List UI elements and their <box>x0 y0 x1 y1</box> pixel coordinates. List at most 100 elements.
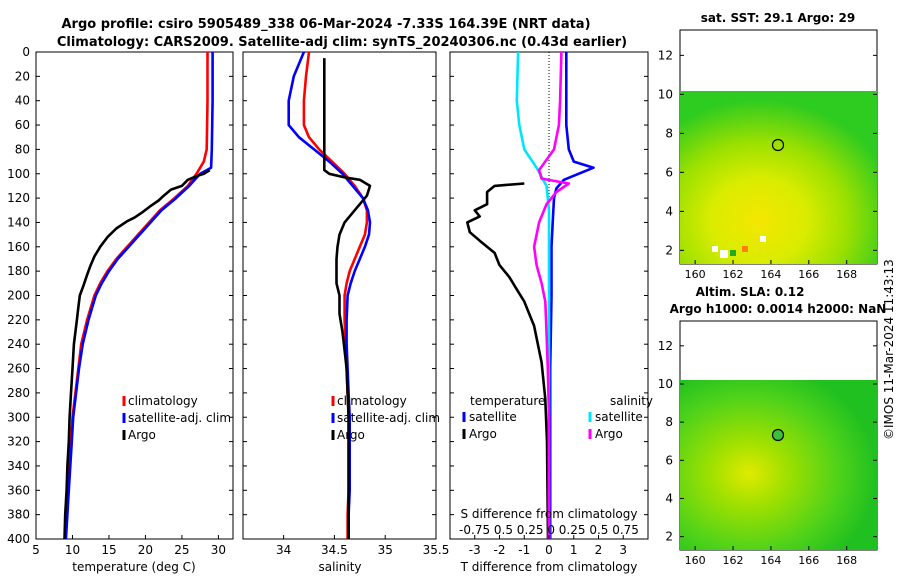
depth-tick-label: 80 <box>15 142 30 156</box>
x-tick-label: 34.5 <box>321 543 348 557</box>
difference-legend: temperature salinity satellite Argo sate… <box>462 394 653 441</box>
x-tick-label: 10 <box>65 543 80 557</box>
salinity-xlabel: salinity <box>318 560 361 574</box>
map-lon-tick-label: 164 <box>760 554 781 567</box>
map-lat-tick-label: 12 <box>658 339 673 353</box>
map-lon-tick-label: 168 <box>836 554 857 567</box>
sst-map-title: sat. SST: 29.1 Argo: 29 <box>701 11 855 25</box>
x-tick-label: 15 <box>101 543 116 557</box>
map-lat-tick-label: 4 <box>665 491 673 505</box>
sla-field <box>680 380 877 550</box>
depth-axis-ticks: 0 20 40 60 80 100 120 140 160 180 200 220 240 260 280 3… <box>7 45 648 546</box>
x-tick-label: 20 <box>138 543 153 557</box>
temperature-xlabel: temperature (deg C) <box>72 560 195 574</box>
x-tick-label: -3 <box>469 543 481 557</box>
legend-label-s-argo: Argo <box>595 427 623 441</box>
sst-anomaly-patch <box>730 250 736 256</box>
legend-label-climatology: climatology <box>337 394 407 408</box>
temperature-panel-frame <box>35 51 234 540</box>
x-tick-label: 2 <box>595 543 603 557</box>
x-axis-ticks: 5 10 15 20 25 30 34 34.5 35 35.5 -3 -2 -1 0 1 2 3 <box>32 535 627 557</box>
depth-tick-label: 300 <box>7 410 30 424</box>
legend-label-s-satellite: satellite <box>595 410 643 424</box>
map-lat-tick-label: 2 <box>665 530 673 544</box>
depth-tick-label: 20 <box>15 69 30 83</box>
map-lat-tick-label: 2 <box>665 243 673 257</box>
sla-map-subtitle: Argo h1000: 0.0014 h2000: NaN <box>670 302 887 316</box>
x-tick-label: 30 <box>211 543 226 557</box>
s-difference-label: S difference from climatology <box>461 507 638 521</box>
depth-tick-label: 260 <box>7 362 30 376</box>
legend-label-climatology: climatology <box>128 394 198 408</box>
salinity-legend: climatology satellite-adj. clim Argo <box>331 394 440 442</box>
map-lat-tick-label: 8 <box>665 126 673 140</box>
difference-xlabel: T difference from climatology <box>460 560 638 574</box>
x-tick-label: -1 <box>518 543 530 557</box>
legend-title-temperature: temperature <box>470 394 545 408</box>
map-lon-tick-label: 160 <box>685 268 706 281</box>
legend-label-satellite-adj: satellite-adj. clim <box>337 411 440 425</box>
legend-label-argo: Argo <box>337 428 365 442</box>
x-tick-label: 3 <box>619 543 627 557</box>
depth-tick-label: 320 <box>7 435 30 449</box>
sst-argo-marker <box>771 138 785 152</box>
figure-title-line1: Argo profile: csiro 5905489_338 06-Mar-2… <box>61 17 590 32</box>
depth-tick-label: 100 <box>7 167 30 181</box>
legend-label-t-argo: Argo <box>469 427 497 441</box>
legend-label-argo: Argo <box>128 428 156 442</box>
map-lat-tick-label: 6 <box>665 453 673 467</box>
depth-tick-label: 220 <box>7 313 30 327</box>
sst-anomaly-patch <box>742 246 748 252</box>
map-lon-tick-label: 166 <box>798 268 819 281</box>
depth-tick-label: 360 <box>7 483 30 497</box>
depth-tick-label: 140 <box>7 215 30 229</box>
x-tick-label: 34 <box>276 543 291 557</box>
sla-map <box>679 320 878 551</box>
s-difference-ticks: -0.75 0.5 0.25 0 0.25 0.5 0.75 <box>459 523 639 537</box>
depth-tick-label: 160 <box>7 240 30 254</box>
figure-title-line2: Climatology: CARS2009. Satellite-adj cli… <box>57 35 627 50</box>
legend-title-salinity: salinity <box>610 394 653 408</box>
sst-gap-patch <box>720 250 728 258</box>
depth-tick-label: 120 <box>7 191 30 205</box>
sst-gap-patch <box>712 246 718 252</box>
depth-tick-label: 0 <box>22 45 30 59</box>
series-line-temperature-argo <box>465 182 550 540</box>
map-axis-ticks: 160 162 164 166 168 2 4 6 8 10 12 160 162 164 166 168 2 4… <box>658 48 877 567</box>
sla-map-title: Altim. SLA: 0.12 <box>696 285 805 299</box>
map-lat-tick-label: 12 <box>658 48 673 62</box>
depth-tick-label: 60 <box>15 118 30 132</box>
map-lat-tick-label: 8 <box>665 415 673 429</box>
map-lat-tick-label: 10 <box>658 377 673 391</box>
x-tick-label: 5 <box>32 543 40 557</box>
profile-curves <box>63 51 595 540</box>
sst-map <box>679 29 878 265</box>
map-lon-tick-label: 162 <box>723 554 744 567</box>
map-lon-tick-label: 160 <box>685 554 706 567</box>
depth-tick-label: 380 <box>7 508 30 522</box>
map-lat-tick-label: 6 <box>665 165 673 179</box>
map-lat-tick-label: 4 <box>665 204 673 218</box>
depth-tick-label: 280 <box>7 386 30 400</box>
depth-tick-label: 240 <box>7 337 30 351</box>
map-lon-tick-label: 168 <box>836 268 857 281</box>
legend-label-satellite-adj: satellite-adj. clim <box>128 411 231 425</box>
depth-tick-label: 200 <box>7 289 30 303</box>
x-tick-label: 35.5 <box>423 543 450 557</box>
depth-tick-label: 40 <box>15 94 30 108</box>
map-lon-tick-label: 162 <box>723 268 744 281</box>
temperature-legend: climatology satellite-adj. clim Argo <box>122 394 231 442</box>
sst-gap-patch <box>760 236 766 242</box>
sla-argo-marker <box>771 428 785 442</box>
map-lat-tick-label: 10 <box>658 87 673 101</box>
x-tick-label: 0 <box>545 543 553 557</box>
sst-field <box>680 91 877 264</box>
depth-tick-label: 340 <box>7 459 30 473</box>
imos-watermark: ©IMOS 11-Mar-2024 11:43:13 <box>882 259 896 440</box>
x-tick-label: -2 <box>494 543 506 557</box>
series-line-salinity-argo <box>532 51 571 539</box>
x-tick-label: 1 <box>570 543 578 557</box>
legend-label-t-satellite: satellite <box>469 410 517 424</box>
map-lon-tick-label: 164 <box>760 268 781 281</box>
